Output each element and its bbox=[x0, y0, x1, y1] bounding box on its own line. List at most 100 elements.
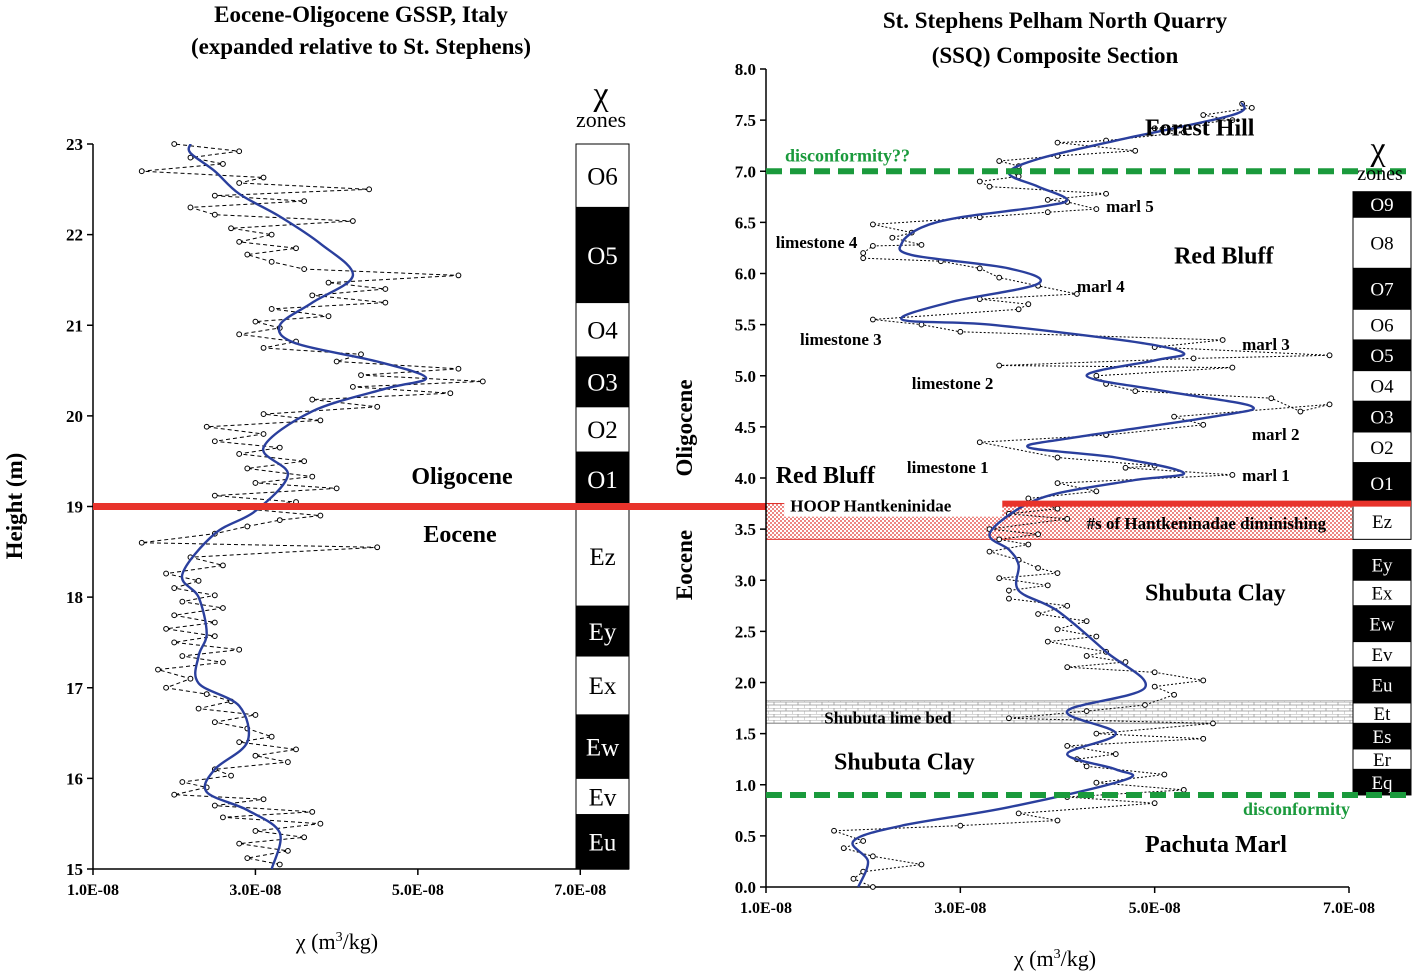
right-x-axis-label: χ (m3/kg) bbox=[1013, 946, 1096, 971]
raw-data-point bbox=[211, 438, 218, 445]
zone-label: Ey bbox=[589, 619, 617, 646]
raw-data-point bbox=[1200, 112, 1207, 118]
zone-label: O3 bbox=[1370, 407, 1393, 428]
raw-data-point bbox=[1297, 408, 1304, 415]
raw-data-point bbox=[1006, 587, 1012, 594]
y-tick-label: 15 bbox=[66, 860, 83, 879]
raw-data-point bbox=[869, 884, 876, 890]
raw-data-point bbox=[1142, 702, 1148, 708]
y-tick-label: 2.0 bbox=[735, 674, 756, 693]
y-tick-label: 3.5 bbox=[735, 520, 756, 539]
smoothed-series-line bbox=[851, 101, 1255, 888]
raw-data-point bbox=[244, 251, 251, 258]
y-tick-label: 0.0 bbox=[735, 878, 756, 897]
raw-data-point bbox=[1064, 516, 1071, 522]
chart-annotation: limestone 3 bbox=[800, 330, 882, 349]
y-tick-label: 20 bbox=[66, 407, 83, 426]
raw-data-point bbox=[171, 141, 178, 147]
raw-data-point bbox=[236, 451, 243, 457]
chart-annotation: #s of Hantkeninadae diminishing bbox=[1087, 514, 1327, 533]
raw-data-point bbox=[1083, 763, 1090, 770]
raw-data-point bbox=[268, 258, 275, 265]
raw-data-point bbox=[831, 827, 837, 834]
raw-data-point bbox=[1229, 117, 1236, 124]
left-chart: Eocene-Oligocene GSSP, Italy (expanded r… bbox=[2, 2, 781, 954]
chart-annotation: HOOP Hantkeninidae bbox=[790, 497, 952, 516]
raw-data-point bbox=[986, 183, 993, 190]
chart-annotation: Forest Hill bbox=[1145, 115, 1255, 141]
y-tick-label: 0.5 bbox=[735, 827, 756, 846]
zone-label: O1 bbox=[587, 467, 618, 494]
y-tick-label: 22 bbox=[66, 226, 83, 245]
raw-data-point bbox=[309, 473, 316, 480]
raw-data-point bbox=[1093, 779, 1100, 786]
raw-data-point bbox=[252, 480, 259, 486]
zone-label: O3 bbox=[587, 370, 618, 397]
x-tick-label: 7.0E-08 bbox=[1323, 900, 1375, 917]
right-chart-subtitle: (SSQ) Composite Section bbox=[932, 43, 1179, 68]
zone-box bbox=[575, 356, 630, 408]
y-tick-label: 19 bbox=[66, 498, 83, 517]
right-chart-title: St. Stephens Pelham North Quarry bbox=[883, 8, 1228, 33]
zone-box bbox=[1352, 308, 1412, 341]
raw-data-point bbox=[349, 218, 356, 224]
raw-data-point bbox=[236, 238, 243, 245]
raw-data-point bbox=[1219, 337, 1226, 343]
oligocene-label: Oligocene bbox=[411, 464, 513, 490]
raw-data-point bbox=[1044, 638, 1051, 645]
raw-data-point bbox=[1151, 669, 1158, 676]
raw-data-point bbox=[138, 168, 145, 175]
raw-data-point bbox=[236, 739, 243, 746]
zone-label: Eu bbox=[589, 830, 617, 857]
chart-annotation: Shubuta lime bed bbox=[824, 708, 952, 727]
raw-data-point bbox=[171, 612, 178, 619]
zone-label: Et bbox=[1374, 704, 1392, 725]
raw-data-point bbox=[220, 659, 226, 666]
right-y-label-eocene: Eocene bbox=[672, 530, 697, 600]
raw-data-point bbox=[1161, 771, 1168, 778]
chart-annotation: limestone 2 bbox=[912, 374, 994, 393]
chart-annotation: marl 2 bbox=[1252, 425, 1300, 444]
raw-data-point bbox=[211, 719, 218, 726]
raw-data-point bbox=[171, 791, 178, 798]
raw-data-point bbox=[163, 570, 169, 577]
raw-data-point bbox=[957, 822, 964, 829]
raw-data-point bbox=[211, 211, 218, 218]
raw-data-point bbox=[155, 666, 161, 673]
raw-data-point bbox=[1044, 582, 1051, 589]
raw-data-point bbox=[1103, 190, 1109, 197]
y-tick-label: 7.5 bbox=[735, 111, 756, 130]
raw-data-point bbox=[1025, 495, 1032, 502]
raw-data-point bbox=[996, 536, 1003, 543]
raw-data-point bbox=[1248, 104, 1255, 111]
raw-data-point bbox=[236, 148, 243, 155]
zone-label: Eu bbox=[1371, 676, 1393, 697]
raw-data-point bbox=[163, 625, 169, 632]
raw-data-point bbox=[1054, 817, 1061, 824]
zone-label: Ex bbox=[589, 673, 617, 700]
raw-data-point bbox=[252, 318, 259, 325]
zone-label: Ez bbox=[1372, 512, 1392, 533]
raw-data-point bbox=[1093, 372, 1100, 379]
zone-label: O7 bbox=[1370, 279, 1393, 300]
raw-data-point bbox=[382, 299, 389, 306]
y-tick-label: 2.5 bbox=[735, 622, 756, 641]
zone-box bbox=[1352, 400, 1412, 433]
raw-data-point bbox=[1093, 633, 1100, 640]
raw-data-point bbox=[1151, 683, 1158, 690]
raw-series-line bbox=[141, 143, 483, 865]
disconformity-label: disconformity bbox=[1243, 799, 1350, 819]
raw-data-point bbox=[1229, 472, 1236, 478]
raw-data-point bbox=[260, 411, 267, 417]
raw-data-point bbox=[195, 705, 202, 712]
raw-data-point bbox=[333, 358, 340, 365]
raw-data-point bbox=[1200, 735, 1207, 742]
zone-box bbox=[1352, 768, 1412, 796]
y-tick-label: 5.0 bbox=[735, 367, 756, 386]
zone-box bbox=[1352, 605, 1412, 643]
y-tick-label: 17 bbox=[66, 679, 84, 698]
x-tick-label: 3.0E-08 bbox=[229, 882, 281, 899]
raw-data-point bbox=[374, 403, 381, 410]
zone-label: Ev bbox=[589, 784, 617, 811]
